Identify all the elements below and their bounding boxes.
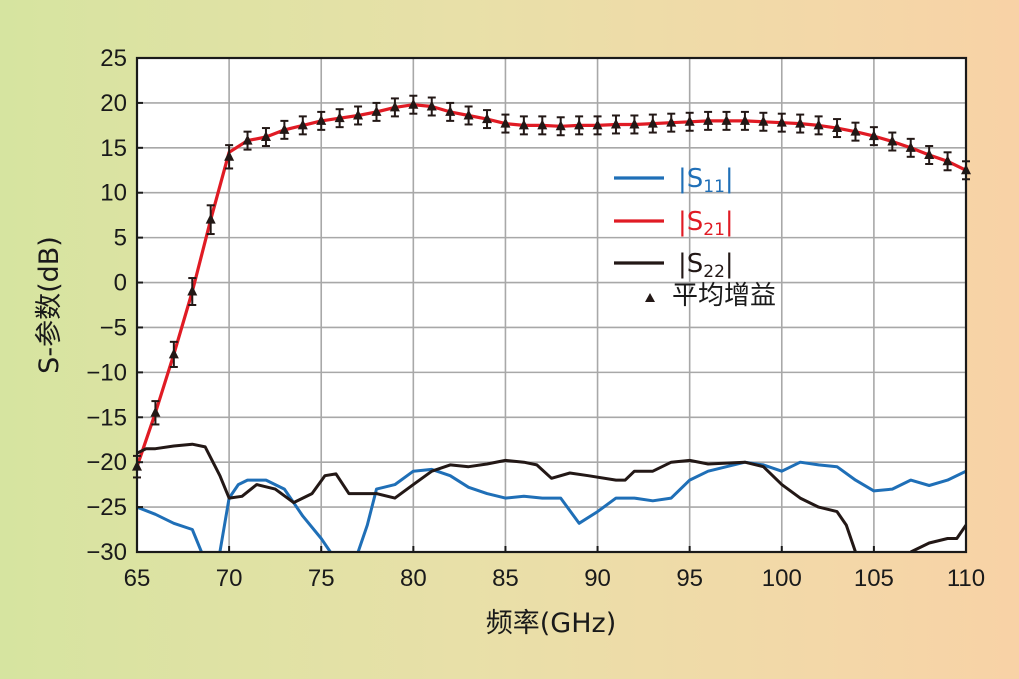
x-tick-label: 85 (492, 565, 519, 592)
series-line-21 (137, 103, 966, 468)
legend-entry: |S11| (614, 164, 734, 197)
avg-gain-point (537, 115, 548, 136)
legend: |S11| |S21| |S22|平均增益 (614, 164, 776, 311)
x-tick-label: 65 (124, 565, 151, 592)
avg-gain-point (297, 115, 308, 136)
avg-gain-point (776, 112, 787, 133)
y-tick-label: 25 (100, 45, 127, 72)
avg-gain-point (389, 97, 400, 118)
avg-gain-point (795, 113, 806, 134)
y-tick-label: 15 (100, 135, 127, 162)
x-tick-label: 70 (216, 565, 243, 592)
y-axis-ticks: 25 20 15 10 5 0 −5 −10 −15 −20 −25 −30 (86, 45, 143, 566)
avg-gain-point (426, 96, 437, 117)
avg-gain-point (924, 145, 935, 165)
series-line-22 (137, 442, 966, 552)
avg-gain-point (721, 110, 732, 131)
legend-label: 平均增益 (672, 281, 776, 311)
avg-gain-point (905, 137, 916, 158)
avg-gain-point (482, 109, 493, 130)
x-tick-label: 80 (400, 565, 427, 592)
y-tick-label: 5 (114, 225, 127, 252)
x-tick-label: 95 (676, 565, 703, 592)
avg-gain-point (555, 116, 566, 137)
series-line-11 (137, 460, 966, 552)
y-tick-label: −30 (86, 539, 127, 566)
avg-gain-point (168, 340, 179, 368)
avg-gain-point (224, 144, 235, 170)
y-tick-label: 20 (100, 90, 127, 117)
avg-gain-point (371, 101, 382, 122)
y-tick-label: 0 (114, 270, 127, 297)
x-axis-ticks: 65 70 75 80 85 90 95 100 105 110 (124, 546, 985, 592)
avg-gain-point (684, 111, 695, 132)
x-tick-label: 105 (854, 565, 894, 592)
avg-gain-point (647, 113, 658, 134)
legend-triangle-marker (645, 293, 655, 302)
avg-gain-point (334, 108, 345, 129)
legend-label: |S21| (678, 207, 734, 240)
y-tick-label: −20 (86, 449, 127, 476)
avg-gain-point (629, 114, 640, 135)
avg-gain-point (353, 105, 364, 126)
plot-series (137, 103, 966, 552)
avg-gain-point (739, 110, 750, 131)
y-tick-label: −25 (86, 494, 127, 521)
avg-gain-point (813, 115, 824, 136)
avg-gain-point (868, 126, 879, 147)
y-tick-label: 10 (100, 180, 127, 207)
avg-gain-point (205, 204, 216, 236)
avg-gain-point (445, 101, 456, 122)
plot-area (137, 58, 966, 552)
x-tick-label: 90 (584, 565, 611, 592)
avg-gain-point (574, 115, 585, 136)
legend-entry: |S22| (614, 249, 734, 282)
error-bars (132, 94, 971, 479)
avg-gain-point (832, 118, 843, 139)
avg-gain-point (279, 119, 290, 140)
y-tick-label: −5 (100, 314, 127, 341)
avg-gain-point (242, 130, 253, 151)
legend-entry: 平均增益 (645, 281, 776, 311)
x-tick-label: 100 (762, 565, 802, 592)
avg-gain-point (518, 115, 529, 136)
y-tick-label: −15 (86, 404, 127, 431)
plot-frame (135, 56, 968, 554)
avg-gain-point (500, 113, 511, 134)
avg-gain-point (408, 94, 419, 115)
avg-gain-point (942, 151, 953, 172)
avg-gain-point (592, 115, 603, 136)
avg-gain-point (758, 111, 769, 132)
avg-gain-point (260, 127, 271, 148)
avg-gain-point (850, 121, 861, 142)
avg-gain-point (703, 110, 714, 131)
avg-gain-point (666, 112, 677, 133)
x-tick-label: 75 (308, 565, 335, 592)
legend-label: |S22| (678, 249, 734, 282)
x-axis-label: 频率(GHz) (486, 608, 616, 639)
avg-gain-point (316, 110, 327, 131)
legend-entry: |S21| (614, 207, 734, 240)
avg-gain-point (187, 277, 198, 306)
legend-label: |S11| (678, 164, 734, 197)
y-tick-label: −10 (86, 359, 127, 386)
avg-gain-point (887, 131, 898, 152)
x-tick-label: 110 (947, 565, 985, 592)
avg-gain-point (610, 114, 621, 135)
avg-gain-point (463, 105, 474, 126)
y-axis-label: S-参数(dB) (34, 236, 65, 374)
avg-gain-point (150, 400, 161, 426)
